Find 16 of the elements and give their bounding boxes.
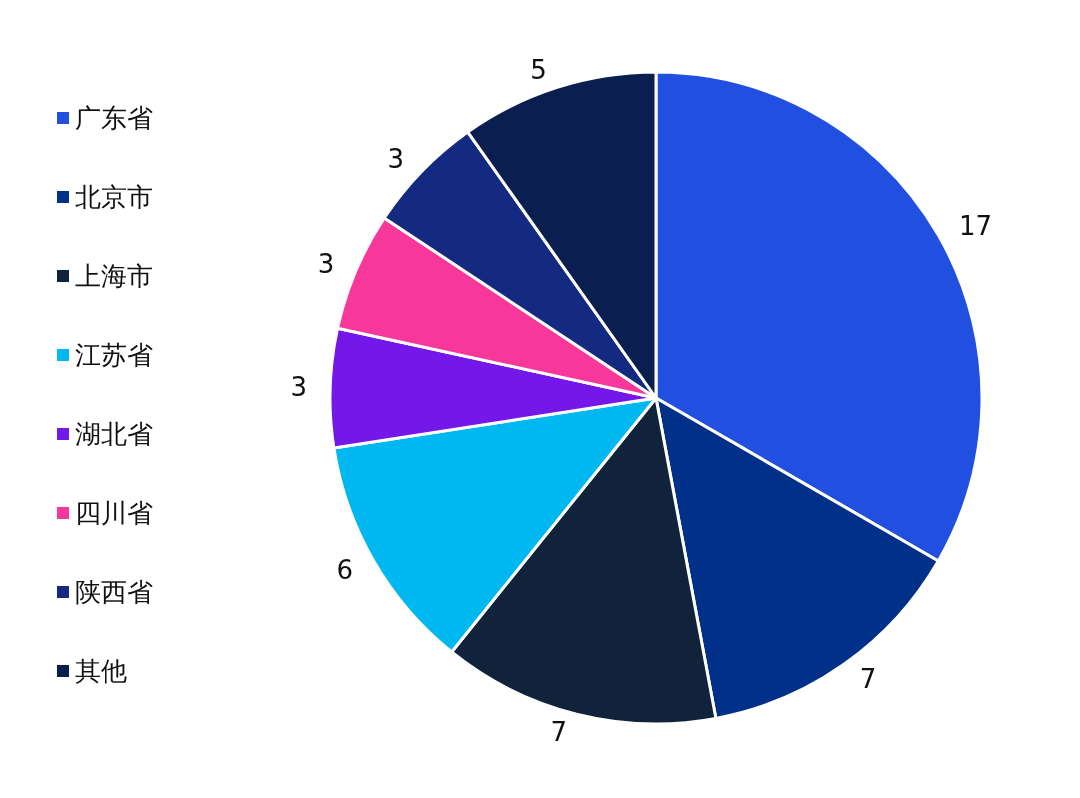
legend-label: 其他 bbox=[75, 656, 127, 686]
data-label: 7 bbox=[859, 663, 877, 694]
data-label: 7 bbox=[550, 716, 568, 747]
data-label: 3 bbox=[317, 248, 335, 279]
legend-label: 四川省 bbox=[75, 498, 153, 528]
data-label: 5 bbox=[530, 55, 547, 86]
data-label: 3 bbox=[387, 143, 405, 174]
legend-label: 北京市 bbox=[75, 182, 153, 212]
legend-label: 上海市 bbox=[75, 261, 153, 291]
legend-label: 陕西省 bbox=[75, 577, 153, 607]
data-label: 3 bbox=[290, 372, 308, 403]
legend-label: 江苏省 bbox=[75, 340, 153, 370]
legend-label: 广东省 bbox=[75, 103, 153, 133]
legend-label: 湖北省 bbox=[75, 419, 153, 449]
data-label: 6 bbox=[336, 555, 354, 585]
data-label: 17 bbox=[958, 211, 993, 241]
